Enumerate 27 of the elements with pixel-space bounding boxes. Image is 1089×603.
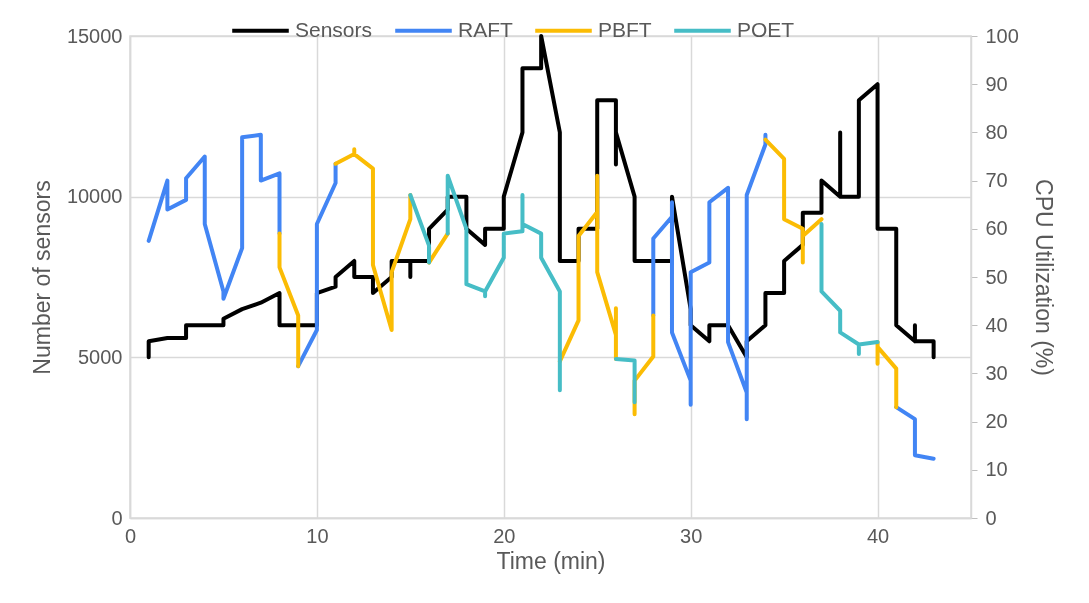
x-tick-label: 0 bbox=[124, 524, 137, 547]
y-tick-label: 0 bbox=[111, 506, 123, 529]
x-axis-title: Time (min) bbox=[496, 547, 606, 574]
y2-tick-label: 50 bbox=[985, 265, 1008, 288]
y-tick-label: 10000 bbox=[66, 185, 123, 208]
y2-tick-label: 20 bbox=[985, 410, 1008, 433]
y2-axis-title: CPU Utilization (%) bbox=[1030, 179, 1057, 376]
y-tick-label: 5000 bbox=[78, 345, 123, 368]
y2-tick-label: 80 bbox=[985, 120, 1008, 143]
y2-tick-label: 10 bbox=[985, 458, 1008, 481]
legend-label: RAFT bbox=[458, 17, 513, 41]
legend-label: PBFT bbox=[598, 17, 652, 41]
y-tick-label: 15000 bbox=[66, 24, 123, 47]
x-tick-label: 40 bbox=[866, 524, 890, 547]
x-tick-label: 30 bbox=[680, 524, 703, 547]
x-tick-label: 10 bbox=[306, 524, 329, 547]
legend-label: Sensors bbox=[295, 17, 373, 41]
y-axis-title: Number of sensors bbox=[28, 180, 55, 375]
legend-label: POET bbox=[737, 17, 795, 41]
y2-tick-label: 0 bbox=[985, 506, 997, 529]
y2-tick-label: 30 bbox=[985, 361, 1008, 384]
y2-tick-label: 40 bbox=[985, 313, 1008, 336]
y2-tick-label: 60 bbox=[985, 217, 1008, 240]
y2-tick-label: 70 bbox=[985, 169, 1008, 192]
y2-tick-label: 90 bbox=[985, 72, 1008, 95]
y2-tick-label: 100 bbox=[985, 24, 1019, 47]
x-tick-label: 20 bbox=[493, 524, 516, 547]
